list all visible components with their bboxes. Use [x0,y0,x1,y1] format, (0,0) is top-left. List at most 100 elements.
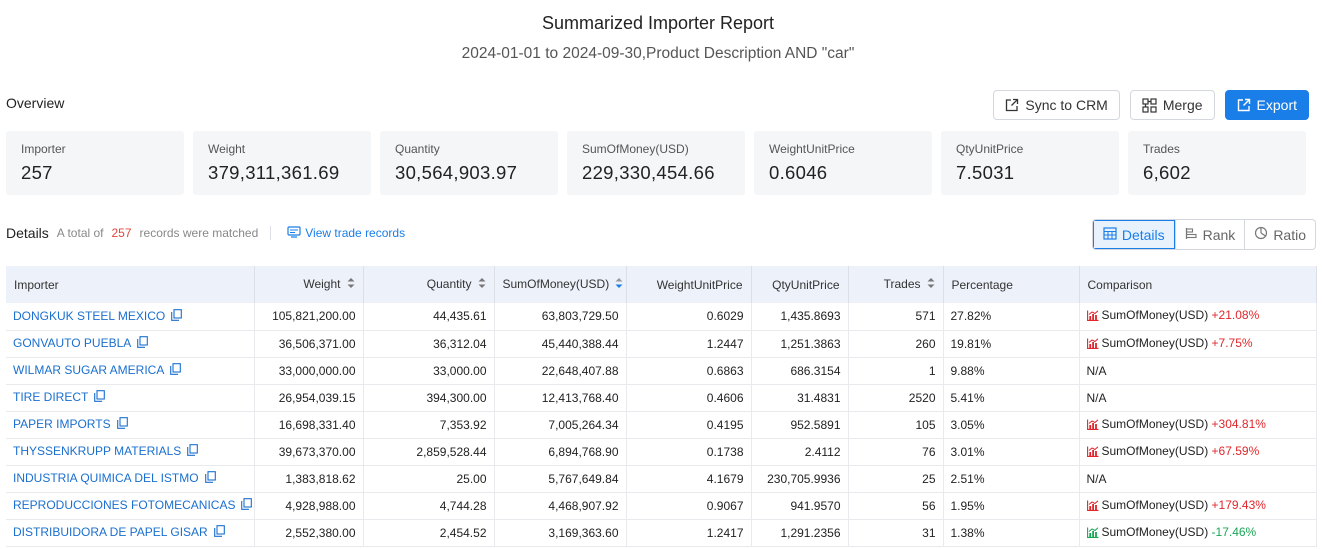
cell-quantity: 36,312.04 [363,330,495,358]
merge-icon [1142,97,1157,113]
cell-quantity: 33,000.00 [363,357,495,385]
stat-card-importer: Importer 257 [6,131,184,195]
cell-trades: 31 [848,519,944,547]
importer-link[interactable]: THYSSENKRUPP MATERIALS [13,444,182,458]
stat-value: 379,311,361.69 [208,162,340,183]
copy-icon[interactable] [171,308,183,324]
trade-records-icon [287,225,301,241]
cell-weight-unit-price: 0.4195 [626,411,752,439]
view-trade-records-link[interactable]: View trade records [287,225,405,241]
column-header-trades[interactable]: Trades [848,266,944,303]
cell-qty-unit-price: 230,705.9936 [751,465,849,493]
records-prefix: A total of [56,226,104,240]
cell-trades: 25 [848,465,944,493]
importer-link[interactable]: DONGKUK STEEL MEXICO [13,308,166,323]
cell-comparison: N/A [1079,465,1317,493]
tab-rank[interactable]: Rank [1174,220,1245,249]
cell-percentage: 3.01% [943,438,1080,466]
view-mode-tabs: Details Rank Ratio [1091,219,1316,250]
table-row: GONVAUTO PUEBLA 36,506,371.00 36,312.04 45,… [6,330,1317,358]
cell-weight: 105,821,200.00 [254,303,364,331]
stat-value: 257 [21,162,53,183]
table-row: INDUSTRIA QUIMICA DEL ISTMO 1,383,818.62 2… [6,465,1317,493]
sort-icon[interactable] [615,277,623,292]
column-header-qty-unit-price: QtyUnitPrice [751,266,849,303]
cell-weight-unit-price: 0.1738 [626,438,752,466]
copy-icon[interactable] [187,444,199,459]
cell-percentage: 1.38% [943,519,1080,547]
cell-qty-unit-price: 1,251.3863 [751,330,849,358]
records-suffix: records were matched [139,226,259,240]
importer-link[interactable]: DISTRIBUIDORA DE PAPEL GISAR [13,525,208,539]
cell-weight: 2,552,380.00 [254,519,364,547]
sort-icon[interactable] [478,277,486,292]
importer-link[interactable]: GONVAUTO PUEBLA [13,336,132,350]
copy-icon[interactable] [170,363,182,378]
copy-icon[interactable] [204,471,216,486]
copy-icon[interactable] [116,417,128,432]
cell-weight: 36,506,371.00 [254,330,364,358]
copy-icon[interactable] [137,336,149,351]
report-title: Summarized Importer Report [541,13,775,33]
importer-link[interactable]: TIRE DIRECT [13,390,89,404]
cell-weight: 4,928,988.00 [254,492,364,520]
cell-comparison: SumOfMoney(USD) +7.75% [1079,330,1317,358]
cell-percentage: 3.05% [943,411,1080,439]
copy-icon[interactable] [94,390,106,405]
copy-icon[interactable] [213,525,225,540]
sort-icon[interactable] [347,277,355,292]
stat-value: 6,602 [1143,162,1191,183]
cell-weight-unit-price: 0.6029 [626,303,752,331]
cell-weight: 16,698,331.40 [254,411,364,439]
export-button[interactable]: Export [1224,90,1309,120]
sync-to-crm-label: Sync to CRM [1025,97,1108,113]
merge-button[interactable]: Merge [1129,90,1215,120]
cell-comparison: N/A [1079,384,1317,412]
cell-weight: 39,673,370.00 [254,438,364,466]
cell-sum-of-money: 7,005,264.34 [494,411,627,439]
cell-comparison: SumOfMoney(USD) +179.43% [1079,492,1317,520]
cell-qty-unit-price: 686.3154 [751,357,849,385]
merge-label: Merge [1162,97,1203,113]
copy-icon[interactable] [241,498,253,513]
importer-link[interactable]: INDUSTRIA QUIMICA DEL ISTMO [13,471,199,485]
pie-chart-icon [1254,226,1268,243]
stat-card-quantity: Quantity 30,564,903.97 [380,131,558,195]
cell-percentage: 9.88% [943,357,1080,385]
cell-comparison: SumOfMoney(USD) +67.59% [1079,438,1317,466]
tab-details[interactable]: Details [1092,220,1175,249]
cell-percentage: 27.82% [943,303,1080,331]
sync-to-crm-button[interactable]: Sync to CRM [993,90,1120,120]
table-icon [1103,226,1117,243]
comparison-change: +304.81% [1211,416,1266,431]
trend-up-chart-icon [1086,418,1099,433]
sort-icon[interactable] [927,277,935,292]
importer-link[interactable]: REPRODUCCIONES FOTOMECANICAS [13,498,236,512]
column-header-quantity[interactable]: Quantity [363,266,495,303]
tab-details-label: Details [1121,226,1165,243]
export-label: Export [1256,97,1297,113]
comparison-metric: SumOfMoney(USD) [1101,497,1209,512]
column-header-sum-of-money[interactable]: SumOfMoney(USD) [494,266,627,303]
stat-card-trades: Trades 6,602 [1128,131,1306,195]
cell-sum-of-money: 5,767,649.84 [494,465,627,493]
cell-weight-unit-price: 0.9067 [626,492,752,520]
table-row: TIRE DIRECT 26,954,039.15 394,300.00 12,413… [6,384,1317,412]
stat-value: 30,564,903.97 [395,162,518,183]
stat-label: Weight [208,142,246,156]
cell-importer: GONVAUTO PUEBLA [6,330,255,358]
column-header-weight[interactable]: Weight [254,266,364,303]
cell-sum-of-money: 12,413,768.40 [494,384,627,412]
cell-quantity: 7,353.92 [363,411,495,439]
stat-value: 229,330,454.66 [582,162,715,183]
cell-weight: 26,954,039.15 [254,384,364,412]
tab-ratio[interactable]: Ratio [1244,220,1315,249]
importer-link[interactable]: WILMAR SUGAR AMERICA [13,363,165,377]
importer-table: Importer Weight Quantity SumOfMoney(USD)… [6,266,1317,547]
cell-quantity: 2,859,528.44 [363,438,495,466]
cell-weight: 33,000,000.00 [254,357,364,385]
importer-link[interactable]: PAPER IMPORTS [13,417,111,431]
cell-weight: 1,383,818.62 [254,465,364,493]
stat-label: Importer [21,142,66,156]
stat-card-weight: Weight 379,311,361.69 [193,131,371,195]
